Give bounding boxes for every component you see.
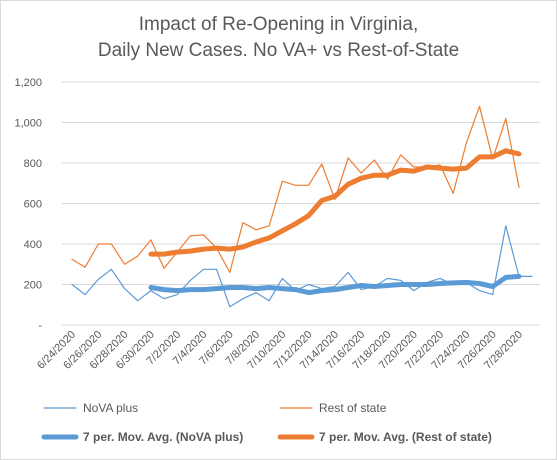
y-tick-label: 800 (24, 158, 42, 170)
series-lines (71, 105, 533, 308)
gridlines (62, 81, 540, 326)
series-line-rest-of-state (71, 105, 520, 273)
legend-label-rest-of-state: Rest of state (319, 401, 387, 415)
legend-label-nova-plus: NoVA plus (83, 401, 138, 415)
chart-title-line-1: Impact of Re-Opening in Virginia, (138, 14, 419, 35)
y-tick-label: 400 (24, 239, 42, 251)
y-axis-ticks: - 200 400 600 800 1,000 1,200 (14, 77, 42, 332)
chart-title-line-2: Daily New Cases. No VA+ vs Rest-of-State (97, 40, 460, 61)
legend-label-7-per-mov-avg-nova-plus: 7 per. Mov. Avg. (NoVA plus) (83, 430, 243, 444)
x-axis-ticks: 6/24/20206/26/20206/28/20206/30/20207/2/… (35, 329, 525, 372)
series-line-nova-plus (71, 225, 533, 308)
legend-label-7-per-mov-avg-rest-of-state: 7 per. Mov. Avg. (Rest of state) (319, 430, 492, 444)
series-line-7-per-mov-avg-rest-of-state (148, 148, 522, 257)
y-tick-label: 1,200 (14, 77, 42, 89)
y-tick-label: 600 (24, 199, 42, 211)
y-tick-label: 200 (24, 280, 42, 292)
legend: NoVA plus Rest of state 7 per. Mov. Avg. (… (41, 401, 492, 444)
series-line-7-per-mov-avg-nova-plus (148, 273, 522, 296)
y-tick-label: 1,000 (14, 118, 42, 130)
chart-title: Impact of Re-Opening in Virginia, Daily … (0, 12, 557, 64)
y-tick-label: - (38, 320, 42, 332)
